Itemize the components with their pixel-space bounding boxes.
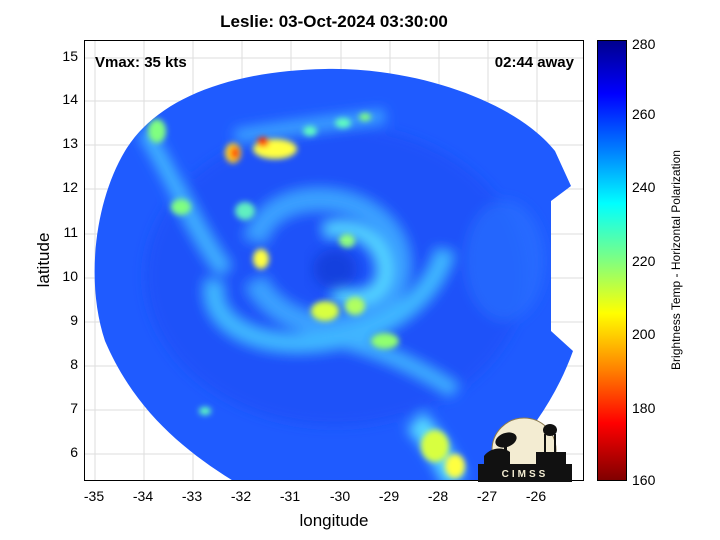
x-tick-label: -27 (476, 488, 498, 504)
colorbar-tick-label: 200 (632, 326, 656, 342)
y-tick-label: 10 (62, 268, 78, 284)
x-tick-label: -30 (329, 488, 351, 504)
colorbar-tick-label: 260 (632, 106, 656, 122)
y-tick-label: 14 (62, 91, 78, 107)
y-axis-label: latitude (34, 232, 53, 288)
x-axis-label: longitude (299, 511, 369, 530)
logo-text: CIMSS (502, 469, 549, 480)
x-tick-label: -32 (230, 488, 252, 504)
y-tick-label: 11 (63, 224, 78, 240)
x-tick-label: -29 (378, 488, 400, 504)
y-tick-label: 6 (70, 444, 78, 460)
colorbar-tick-label: 280 (632, 36, 656, 52)
y-tick-label: 13 (62, 135, 78, 151)
colorbar (597, 40, 627, 481)
x-tick-label: -34 (132, 488, 154, 504)
brightness-temp-map (85, 41, 583, 480)
time-away-label: 02:44 away (494, 54, 574, 71)
x-tick-label: -33 (181, 488, 203, 504)
y-tick-label: 8 (70, 356, 78, 372)
map-plot-area: Vmax: 35 kts 02:44 away (84, 40, 584, 481)
colorbar-tick-label: 240 (632, 179, 656, 195)
colorbar-tick-label: 160 (632, 472, 656, 488)
x-tick-label: -28 (427, 488, 449, 504)
y-tick-label: 7 (70, 400, 78, 416)
y-tick-label: 9 (70, 312, 78, 328)
microwave-swath (94, 68, 573, 480)
x-tick-label: -31 (279, 488, 301, 504)
vmax-label: Vmax: 35 kts (95, 54, 187, 71)
map-title: Leslie: 03-Oct-2024 03:30:00 (220, 12, 448, 31)
cimss-logo-icon: CIMSS (478, 417, 572, 482)
colorbar-label: Brightness Temp - Horizontal Polarizatio… (669, 150, 683, 370)
y-tick-label: 12 (62, 179, 78, 195)
x-tick-label: -26 (525, 488, 547, 504)
x-tick-label: -35 (83, 488, 105, 504)
colorbar-tick-label: 180 (632, 400, 656, 416)
colorbar-tick-label: 220 (632, 253, 656, 269)
y-tick-label: 15 (62, 48, 78, 64)
